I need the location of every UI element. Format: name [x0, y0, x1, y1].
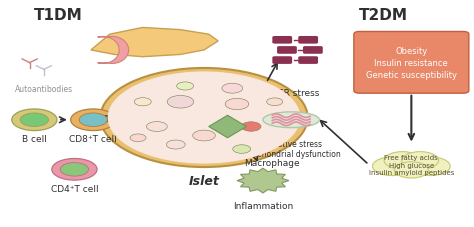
Circle shape [411, 157, 450, 176]
Circle shape [71, 109, 116, 131]
Circle shape [155, 90, 206, 115]
Circle shape [79, 114, 108, 127]
Polygon shape [91, 28, 218, 57]
Circle shape [167, 96, 194, 109]
FancyBboxPatch shape [303, 47, 323, 54]
Circle shape [60, 163, 89, 176]
Text: Autoantibodies: Autoantibodies [15, 84, 73, 93]
Circle shape [12, 109, 57, 131]
Text: CD8⁺T cell: CD8⁺T cell [69, 135, 117, 144]
Circle shape [130, 134, 146, 142]
Circle shape [225, 99, 249, 110]
Circle shape [402, 152, 438, 169]
Circle shape [213, 93, 261, 116]
FancyBboxPatch shape [298, 57, 318, 65]
Circle shape [100, 69, 308, 167]
Text: T2DM: T2DM [358, 8, 408, 23]
Circle shape [222, 84, 243, 94]
Circle shape [20, 114, 48, 127]
Circle shape [108, 72, 301, 164]
Text: T1DM: T1DM [35, 8, 83, 23]
Circle shape [125, 94, 161, 111]
Circle shape [182, 125, 227, 147]
Circle shape [211, 79, 253, 99]
FancyBboxPatch shape [273, 37, 292, 44]
Ellipse shape [263, 112, 319, 128]
Text: Oxidative stress
Mitochondrial dysfunction: Oxidative stress Mitochondrial dysfuncti… [241, 139, 341, 159]
Polygon shape [209, 116, 246, 138]
Circle shape [384, 152, 421, 169]
Text: ER stress: ER stress [278, 89, 319, 98]
Circle shape [241, 122, 261, 132]
FancyBboxPatch shape [354, 32, 469, 94]
Circle shape [373, 157, 411, 176]
FancyBboxPatch shape [277, 47, 297, 54]
Circle shape [122, 131, 154, 146]
Circle shape [258, 94, 291, 110]
Circle shape [224, 141, 260, 158]
Circle shape [193, 131, 215, 141]
FancyBboxPatch shape [273, 57, 292, 65]
Text: Macrophage: Macrophage [245, 158, 300, 167]
Circle shape [134, 98, 151, 106]
Text: Free fatty acids
High glucose
Insulin amyloid peptides: Free fatty acids High glucose Insulin am… [369, 155, 454, 175]
FancyBboxPatch shape [298, 37, 318, 44]
Circle shape [146, 122, 167, 132]
Text: Islet: Islet [189, 174, 219, 187]
Circle shape [233, 145, 251, 154]
Text: CD4⁺T cell: CD4⁺T cell [51, 184, 98, 193]
Circle shape [231, 118, 271, 136]
Circle shape [166, 141, 185, 149]
Circle shape [52, 159, 97, 180]
Circle shape [136, 117, 178, 137]
Circle shape [157, 136, 195, 154]
Circle shape [394, 162, 428, 178]
Circle shape [177, 83, 194, 91]
Text: Inflammation: Inflammation [233, 201, 293, 210]
Circle shape [249, 174, 277, 188]
Text: B cell: B cell [22, 135, 47, 144]
Polygon shape [237, 168, 289, 193]
Circle shape [387, 153, 436, 177]
Polygon shape [98, 37, 128, 64]
Text: Obesity
Insulin resistance
Genetic susceptibility: Obesity Insulin resistance Genetic susce… [366, 47, 457, 79]
Circle shape [168, 79, 202, 95]
Circle shape [267, 99, 283, 106]
